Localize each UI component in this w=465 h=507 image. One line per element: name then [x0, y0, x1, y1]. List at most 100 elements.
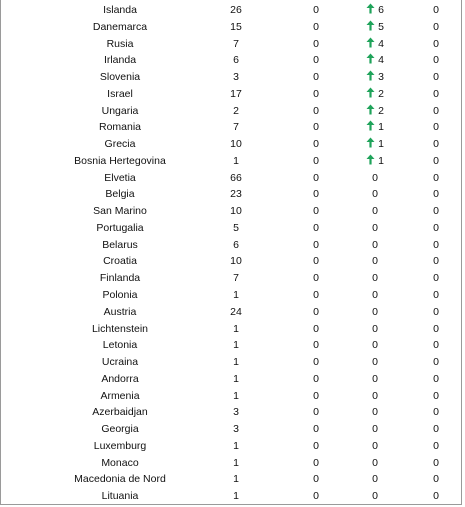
value-col-1: 10 [230, 205, 242, 218]
value-col-3-number: 0 [372, 289, 378, 302]
value-col-4: 0 [433, 154, 439, 167]
country-name: Danemarca [92, 20, 148, 33]
value-col-3-number: 0 [372, 322, 378, 335]
country-name: Ucraina [101, 356, 139, 369]
value-col-2: 0 [313, 406, 319, 419]
value-col-3-number: 4 [378, 54, 384, 67]
value-col-3-number: 0 [372, 272, 378, 285]
value-col-3: 1 [355, 136, 395, 153]
table-row: Belarus 6 0 0 0 [0, 237, 462, 254]
value-col-1: 23 [230, 188, 242, 201]
country-name: Luxemburg [93, 439, 147, 452]
value-col-3: 2 [355, 86, 395, 103]
value-col-2: 0 [313, 20, 319, 33]
country-name: Letonia [102, 339, 138, 352]
table-bottom-border [0, 504, 462, 505]
table-row: Islanda 26 0 6 0 [0, 2, 462, 19]
value-col-1: 17 [230, 87, 242, 100]
up-arrow-icon [366, 154, 375, 165]
table-row: Andorra 1 0 0 0 [0, 371, 462, 388]
value-col-3: 0 [355, 287, 395, 304]
value-col-3-number: 0 [372, 490, 378, 503]
country-name: Israel [107, 87, 133, 100]
table-row: Finlanda 7 0 0 0 [0, 270, 462, 287]
up-arrow-icon [366, 37, 375, 48]
country-name: Islanda [103, 4, 137, 16]
value-col-3-number: 0 [372, 389, 378, 402]
value-col-4: 0 [433, 221, 439, 234]
up-arrow-icon [366, 104, 375, 115]
value-col-3-number: 1 [378, 138, 384, 151]
up-arrow-icon [366, 20, 375, 31]
value-col-3-number: 0 [372, 406, 378, 419]
up-arrow-icon [366, 53, 375, 64]
country-name: Macedonia de Nord [74, 473, 166, 486]
table-row: Letonia 1 0 0 0 [0, 337, 462, 354]
value-col-3-number: 2 [378, 104, 384, 117]
value-col-2: 0 [313, 322, 319, 335]
value-col-1: 1 [233, 322, 239, 335]
value-col-3: 0 [355, 203, 395, 220]
value-col-3: 0 [355, 170, 395, 187]
value-col-2: 0 [313, 54, 319, 67]
country-name: Monaco [101, 456, 139, 469]
table-row: Portugalia 5 0 0 0 [0, 220, 462, 237]
up-arrow-icon [366, 120, 375, 131]
value-col-4: 0 [433, 20, 439, 33]
table-row: Croatia 10 0 0 0 [0, 253, 462, 270]
table-row: Rusia 7 0 4 0 [0, 36, 462, 53]
value-col-3-number: 6 [378, 4, 384, 16]
country-name: Belarus [102, 238, 138, 251]
country-name: San Marino [93, 205, 147, 218]
value-col-1: 1 [233, 372, 239, 385]
value-col-1: 10 [230, 255, 242, 268]
value-col-3-number: 0 [372, 423, 378, 436]
value-col-3: 0 [355, 488, 395, 505]
value-col-2: 0 [313, 154, 319, 167]
country-name: Slovenia [99, 71, 141, 84]
value-col-4: 0 [433, 305, 439, 318]
value-col-1: 3 [233, 71, 239, 84]
table-row: Azerbaidjan 3 0 0 0 [0, 404, 462, 421]
table-row: Elvetia 66 0 0 0 [0, 170, 462, 187]
value-col-2: 0 [313, 289, 319, 302]
value-col-2: 0 [313, 121, 319, 134]
value-col-1: 1 [233, 490, 239, 503]
table-row: San Marino 10 0 0 0 [0, 203, 462, 220]
value-col-1: 3 [233, 406, 239, 419]
value-col-4: 0 [433, 339, 439, 352]
up-arrow-icon [366, 3, 375, 14]
value-col-3-number: 0 [372, 372, 378, 385]
value-col-4: 0 [433, 87, 439, 100]
value-col-1: 1 [233, 356, 239, 369]
value-col-3-number: 0 [372, 171, 378, 184]
table-row: Bosnia Hertegovina 1 0 1 0 [0, 153, 462, 170]
value-col-3-number: 0 [372, 205, 378, 218]
value-col-3-number: 0 [372, 473, 378, 486]
country-name: Ungaria [101, 104, 139, 117]
value-col-3: 0 [355, 304, 395, 321]
value-col-3: 1 [355, 119, 395, 136]
table-row: Grecia 10 0 1 0 [0, 136, 462, 153]
table-row: Ungaria 2 0 2 0 [0, 103, 462, 120]
value-col-4: 0 [433, 238, 439, 251]
value-col-3: 0 [355, 186, 395, 203]
country-name: Elvetia [104, 171, 136, 184]
country-name: Finlanda [99, 272, 141, 285]
value-col-1: 1 [233, 289, 239, 302]
value-col-2: 0 [313, 205, 319, 218]
value-col-4: 0 [433, 255, 439, 268]
country-name: Grecia [104, 138, 136, 151]
country-name: Polonia [102, 289, 138, 302]
value-col-1: 1 [233, 154, 239, 167]
value-col-2: 0 [313, 372, 319, 385]
value-col-3: 0 [355, 237, 395, 254]
value-col-4: 0 [433, 138, 439, 151]
value-col-2: 0 [313, 221, 319, 234]
value-col-3: 0 [355, 337, 395, 354]
table-row: Slovenia 3 0 3 0 [0, 69, 462, 86]
value-col-3: 0 [355, 321, 395, 338]
value-col-2: 0 [313, 423, 319, 436]
value-col-2: 0 [313, 171, 319, 184]
value-col-3: 0 [355, 471, 395, 488]
